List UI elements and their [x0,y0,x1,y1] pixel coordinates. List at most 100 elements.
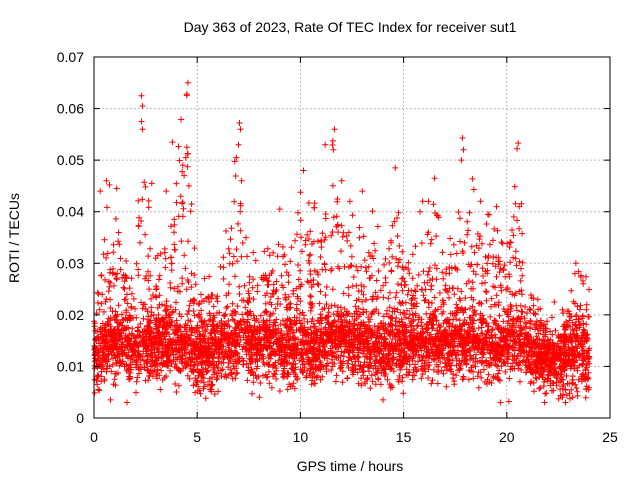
data-point [235,220,241,227]
data-point [514,217,521,224]
data-point [510,254,517,261]
data-point [220,254,227,261]
data-point [148,295,155,302]
data-point [387,364,394,371]
data-point [479,280,485,287]
data-point [493,301,499,308]
data-point [386,381,393,388]
data-point [149,292,156,298]
data-point [134,324,141,331]
data-point [583,273,589,280]
data-point [253,375,260,382]
data-point [485,344,492,351]
data-point [424,279,431,286]
data-point [375,310,382,317]
data-point [157,361,163,368]
data-point [157,386,164,393]
data-point [196,336,203,343]
data-point [124,300,131,307]
data-point [482,268,489,275]
data-point [279,341,286,348]
data-point [437,330,444,337]
data-point [586,286,592,293]
data-point [319,266,326,273]
data-point [319,230,326,237]
data-point [266,361,273,368]
data-point [518,313,525,320]
data-point [421,297,428,304]
data-point [366,326,373,333]
data-point [355,313,362,320]
data-point [100,366,107,373]
data-point [142,231,149,238]
data-point [241,282,248,289]
data-point [509,322,516,329]
data-point [175,143,182,150]
data-point [319,373,326,380]
data-point [533,333,540,340]
data-point [439,269,446,276]
data-point [521,315,528,322]
data-point [561,338,568,345]
data-point [396,351,403,358]
data-point [419,329,426,336]
data-point [92,327,99,334]
data-point [480,351,487,358]
data-point [414,282,421,289]
data-point [496,312,503,319]
data-point [211,314,218,321]
data-point [98,272,105,279]
data-point [436,343,443,350]
data-point [286,353,292,360]
data-point [405,259,412,266]
data-point [559,306,566,313]
data-point [374,223,381,230]
data-point [170,357,177,363]
data-point [251,315,258,322]
data-point [131,352,138,359]
data-point [262,300,269,307]
data-point [361,353,368,360]
data-point [550,348,557,355]
data-point [198,291,204,298]
data-point [395,358,402,365]
data-point [355,305,362,312]
data-point [465,278,472,284]
data-point [287,347,294,353]
data-point [221,313,228,320]
data-point [341,263,348,270]
data-point [117,255,124,262]
data-point [497,265,504,272]
data-point [200,297,207,304]
data-point [171,241,178,248]
data-point [488,303,494,310]
data-point [240,316,247,323]
data-point [264,277,271,284]
data-point [260,345,267,352]
data-point [569,373,576,380]
data-point [546,361,553,368]
data-point [294,376,301,383]
data-point [279,243,286,250]
data-point [236,341,243,348]
data-point [123,324,130,331]
data-point [491,225,498,232]
data-point [482,335,489,342]
data-point [120,271,127,278]
data-point [506,244,513,250]
data-point [295,276,302,283]
data-point [386,245,392,252]
data-point [314,365,321,372]
data-point [147,319,154,326]
data-point [144,328,151,334]
data-point [312,358,319,365]
data-point [179,280,186,287]
data-point [366,275,373,282]
data-point [116,362,123,369]
data-point [365,318,372,325]
data-point [320,339,327,346]
data-point [296,349,303,356]
data-point [454,305,461,312]
data-point [370,295,376,302]
